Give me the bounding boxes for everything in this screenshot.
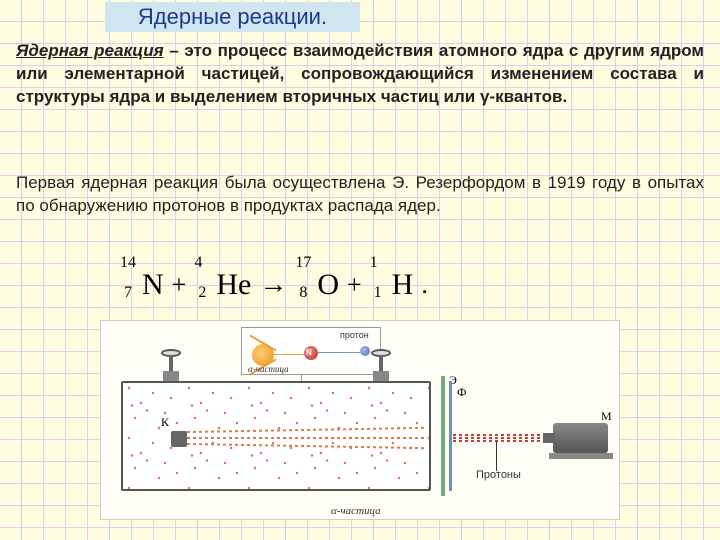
valve-left-icon (161, 355, 181, 383)
isotope-o17: 17 8 O (295, 268, 339, 302)
arrow-icon: → (259, 269, 287, 301)
foil-f (449, 381, 452, 491)
plus-2: + (347, 270, 362, 300)
label-f: Ф (457, 385, 466, 400)
definition-lead: Ядерная реакция (16, 41, 164, 60)
microscope-base (549, 453, 613, 459)
definition-paragraph: Ядерная реакция – это процесс взаимодейс… (16, 40, 704, 109)
alpha-caption: α-частица (331, 505, 381, 517)
label-k: К (161, 415, 169, 430)
isotope-n14: 14 7 N (120, 268, 164, 302)
microscope-icon (553, 423, 608, 453)
chamber (121, 381, 431, 491)
proton-pointer (496, 441, 497, 471)
inset-alpha-label: α-частица (248, 364, 289, 374)
proton-ball-icon (360, 346, 370, 356)
proton-beam (453, 437, 553, 439)
alpha-burst-icon (252, 344, 274, 366)
history-paragraph: Первая ядерная реакция была осуществлена… (16, 172, 704, 218)
alpha-source-icon (171, 431, 187, 447)
page-title: Ядерные реакции. (138, 4, 327, 30)
plus-1: + (172, 270, 187, 300)
inset-line-alpha (274, 354, 304, 355)
screen-e (441, 376, 445, 496)
alpha-beam (187, 437, 427, 439)
isotope-he4: 4 2 He (194, 268, 251, 302)
inset-collision: N протон α-частица (241, 327, 381, 375)
title-bar: Ядерные реакции. (105, 2, 360, 32)
isotope-h1: 1 1 H (370, 268, 414, 302)
label-m: М (601, 409, 612, 424)
nucleus-letter: N (306, 348, 312, 357)
inset-line-proton (318, 352, 360, 353)
nuclear-equation: 14 7 N + 4 2 He → 17 8 O + 1 1 H . (120, 255, 620, 315)
valve-right-icon (371, 355, 391, 383)
experiment-diagram: N протон α-частица К Э Ф Протоны М α-час… (100, 320, 620, 520)
label-protons: Протоны (476, 469, 521, 481)
equation-dot: . (421, 270, 428, 300)
inset-proton-label: протон (340, 330, 369, 340)
